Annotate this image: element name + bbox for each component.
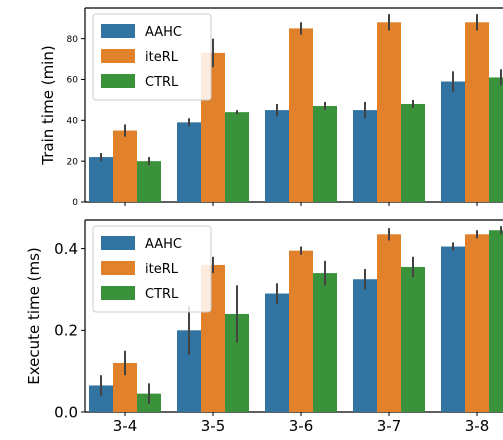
y-tick-label: 80 (67, 35, 79, 45)
bar-iterl-3-7 (377, 234, 401, 412)
legend-label-ctrl: CTRL (145, 75, 179, 90)
x-tick-label: 3-7 (377, 417, 402, 435)
x-tick-label: 3-8 (465, 417, 490, 435)
x-tick-label: 3-4 (113, 417, 138, 435)
bar-iterl-3-4 (113, 130, 137, 202)
bar-aahc-3-6 (265, 110, 289, 202)
legend-swatch-ctrl (101, 74, 135, 88)
y-tick-label: 0.4 (54, 240, 78, 258)
bar-iterl-3-6 (289, 250, 313, 412)
bar-aahc-3-5 (177, 122, 201, 202)
bar-aahc-3-4 (89, 157, 113, 202)
bar-ctrl-3-5 (225, 112, 249, 202)
bar-aahc-3-8 (441, 246, 465, 412)
legend-swatch-ctrl (101, 286, 135, 300)
bar-ctrl-3-8 (489, 77, 503, 202)
bar-ctrl-3-4 (137, 161, 161, 202)
legend-swatch-iterl (101, 49, 135, 63)
y-tick-label: 60 (67, 76, 79, 86)
y-tick-label: 40 (67, 116, 79, 126)
bar-aahc-3-7 (353, 110, 377, 202)
legend-swatch-iterl (101, 261, 135, 275)
y-axis-label: Train time (min) (39, 45, 57, 165)
legend-label-iterl: iteRL (145, 262, 179, 277)
legend-label-iterl: iteRL (145, 50, 179, 65)
legend-label-aahc: AAHC (145, 237, 182, 252)
bar-ctrl-3-6 (313, 106, 337, 202)
x-tick-label: 3-6 (289, 417, 314, 435)
bar-ctrl-3-7 (401, 103, 425, 202)
bar-ctrl-3-8 (489, 230, 503, 412)
bar-iterl-3-8 (465, 22, 489, 202)
bar-ctrl-3-6 (313, 273, 337, 412)
y-tick-label: 0.0 (54, 403, 78, 421)
bar-iterl-3-6 (289, 28, 313, 203)
legend-label-ctrl: CTRL (145, 287, 179, 302)
y-tick-label: 0 (72, 198, 78, 208)
legend-swatch-aahc (101, 24, 135, 38)
x-tick-label: 3-5 (201, 417, 226, 435)
bar-aahc-3-6 (265, 293, 289, 412)
bar-ctrl-3-7 (401, 266, 425, 412)
legend-swatch-aahc (101, 236, 135, 250)
bar-iterl-3-8 (465, 234, 489, 412)
bar-aahc-3-8 (441, 81, 465, 202)
y-tick-label: 0.2 (54, 322, 78, 340)
legend-label-aahc: AAHC (145, 25, 182, 40)
bar-iterl-3-7 (377, 22, 401, 202)
y-axis-label: Execute time (ms) (25, 247, 43, 385)
bar-aahc-3-7 (353, 279, 377, 412)
y-tick-label: 20 (67, 157, 79, 167)
